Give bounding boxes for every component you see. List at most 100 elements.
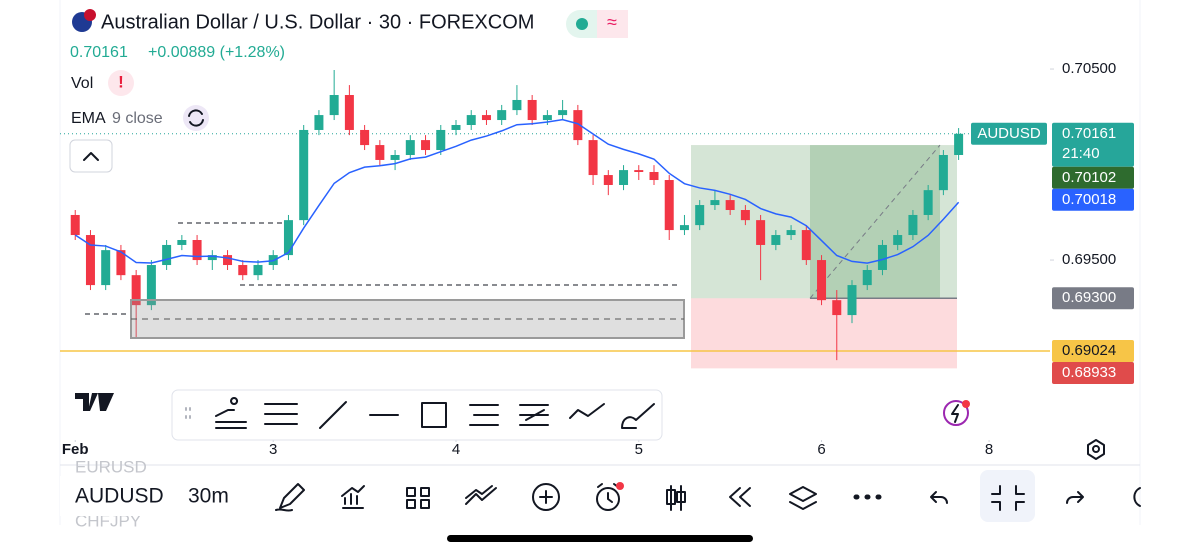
prev-symbol[interactable]: EURUSD (75, 457, 147, 476)
x-tick-label: 3 (269, 441, 277, 458)
add[interactable] (532, 483, 560, 511)
tool[interactable] (319, 401, 347, 429)
tool[interactable] (621, 403, 655, 429)
alert-icon: ! (118, 72, 124, 91)
tool[interactable] (519, 404, 549, 426)
compare[interactable] (465, 485, 497, 505)
candle-body (542, 115, 552, 121)
candle-body (832, 300, 842, 316)
price-tag-label: 0.69024 (1062, 342, 1116, 359)
refresh-icon[interactable] (183, 105, 209, 131)
redo[interactable] (1066, 491, 1084, 504)
tool[interactable] (469, 404, 499, 426)
candle-body (283, 220, 293, 256)
tool[interactable] (569, 403, 605, 419)
candle-body (238, 265, 248, 276)
candle-body (192, 240, 202, 261)
candle-body (938, 154, 948, 191)
badge (962, 400, 970, 408)
draw-tool[interactable] (275, 483, 305, 512)
price-tag (1052, 188, 1134, 211)
logo (75, 393, 114, 411)
loss-zone (691, 298, 957, 369)
objects[interactable] (789, 486, 817, 510)
price-tag-label: 0.68933 (1062, 364, 1116, 381)
y-tick-label: 0.70500 (1062, 60, 1116, 77)
x-tick-label: 6 (817, 441, 825, 458)
candle-body (649, 171, 659, 181)
symbol[interactable]: AUDUSD (75, 485, 164, 508)
candle-body (619, 170, 629, 185)
candle-body (527, 99, 537, 121)
candle-body (893, 235, 903, 245)
candle-body (603, 175, 613, 185)
candle-body (756, 220, 766, 245)
candle-body (679, 225, 689, 231)
candle-body (177, 240, 187, 245)
tool[interactable] (421, 402, 447, 428)
price-tag-label: 0.69300 (1062, 289, 1116, 306)
ema-label: EMA (71, 110, 106, 127)
drawing-toolbar (171, 389, 663, 441)
badge (616, 482, 624, 490)
candle-body (314, 115, 324, 130)
indicators[interactable] (341, 485, 365, 509)
price-tag-label: 0.70102 (1062, 169, 1116, 186)
price-tag (1052, 339, 1134, 362)
alert[interactable] (596, 487, 620, 511)
candle-body (710, 200, 720, 206)
candle-body (954, 133, 964, 155)
collapse-button[interactable] (69, 139, 113, 173)
price-tag-label: 0.70018 (1062, 191, 1116, 208)
ema-params: 9 close (112, 110, 163, 127)
symbol-tag (971, 122, 1047, 145)
candle-body (817, 260, 827, 301)
alert-icon[interactable] (108, 70, 134, 96)
refresh-icon (188, 109, 204, 127)
fullscreen-button[interactable] (980, 470, 1035, 522)
countdown: 21:40 (1062, 145, 1100, 162)
candle-body (70, 214, 80, 236)
home-indicator (447, 535, 753, 542)
next-symbol[interactable]: CHFJPY (75, 511, 141, 530)
candle-body (497, 110, 507, 121)
flag-icon (84, 9, 96, 21)
trend-line (809, 144, 941, 299)
assistant-icon[interactable] (943, 400, 969, 426)
candle-body (390, 154, 400, 160)
x-tick-label: Feb (62, 441, 89, 458)
candle-body (299, 129, 309, 221)
candle-body (116, 250, 126, 276)
undo[interactable] (930, 491, 948, 504)
candle-body (344, 95, 354, 130)
tool[interactable] (264, 403, 298, 425)
candle-body (207, 255, 217, 261)
candle-body (253, 265, 263, 276)
price-change: +0.00889 (+1.28%) (148, 44, 285, 61)
candle-body (466, 115, 476, 126)
interval[interactable]: 30m (188, 485, 229, 508)
candle-body (877, 244, 887, 270)
settings-icon (1092, 445, 1100, 453)
status-dot (576, 18, 588, 30)
candle-body (923, 190, 933, 215)
candle-body (573, 110, 583, 141)
chevron (83, 152, 99, 161)
candle-body (740, 210, 750, 221)
candle-body (436, 129, 446, 151)
candle-body (664, 180, 674, 231)
candle-body (634, 170, 644, 172)
fullscreen-icon (991, 485, 1025, 511)
candle-body (223, 255, 233, 266)
drawing-tools (185, 397, 655, 429)
replay[interactable] (729, 487, 751, 507)
settings-icon[interactable] (1087, 439, 1105, 460)
candle-body (512, 99, 522, 111)
tool[interactable] (215, 397, 247, 429)
candle-type[interactable] (666, 485, 686, 511)
more-icon (1133, 487, 1141, 507)
last-price: 0.70161 (70, 44, 128, 61)
layout[interactable] (406, 487, 430, 509)
